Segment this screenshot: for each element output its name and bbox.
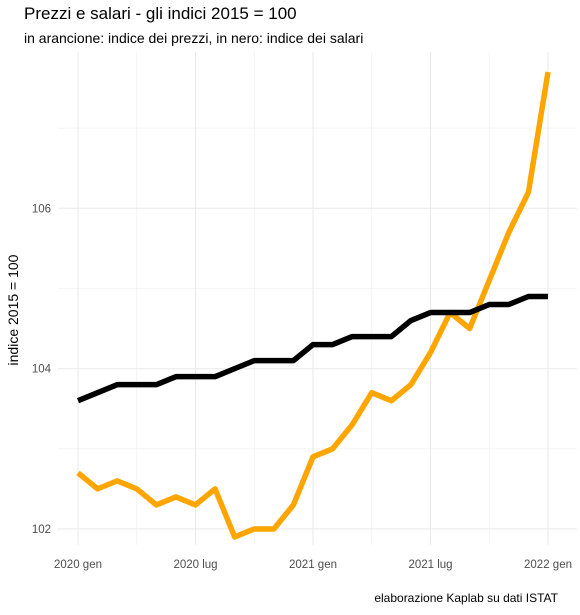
y-axis-title: indice 2015 = 100	[5, 254, 21, 365]
chart-caption: elaborazione Kaplab su dati ISTAT	[374, 591, 558, 605]
chart-subtitle: in arancione: indice dei prezzi, in nero…	[24, 30, 364, 46]
x-tick-labels: 2020 gen 2020 lug 2021 gen 2021 lug 2022 gen	[54, 559, 572, 571]
x-tick-label: 2022 gen	[524, 559, 572, 571]
x-tick-label: 2021 gen	[289, 559, 337, 571]
major-gridlines	[58, 52, 577, 545]
y-tick-label: 104	[32, 364, 52, 376]
x-tick-label: 2020 lug	[173, 559, 217, 571]
x-tick-label: 2021 lug	[408, 559, 452, 571]
price-index-line	[76, 71, 551, 540]
y-tick-labels: 102 104 106	[32, 203, 52, 536]
series-lines	[76, 71, 551, 540]
y-tick-label: 106	[32, 203, 51, 215]
chart-title: Prezzi e salari - gli indici 2015 = 100	[24, 4, 297, 23]
minor-gridlines	[58, 52, 577, 545]
wage-index-line	[76, 293, 548, 404]
x-tick-label: 2020 gen	[54, 559, 102, 571]
y-tick-label: 102	[32, 524, 51, 536]
